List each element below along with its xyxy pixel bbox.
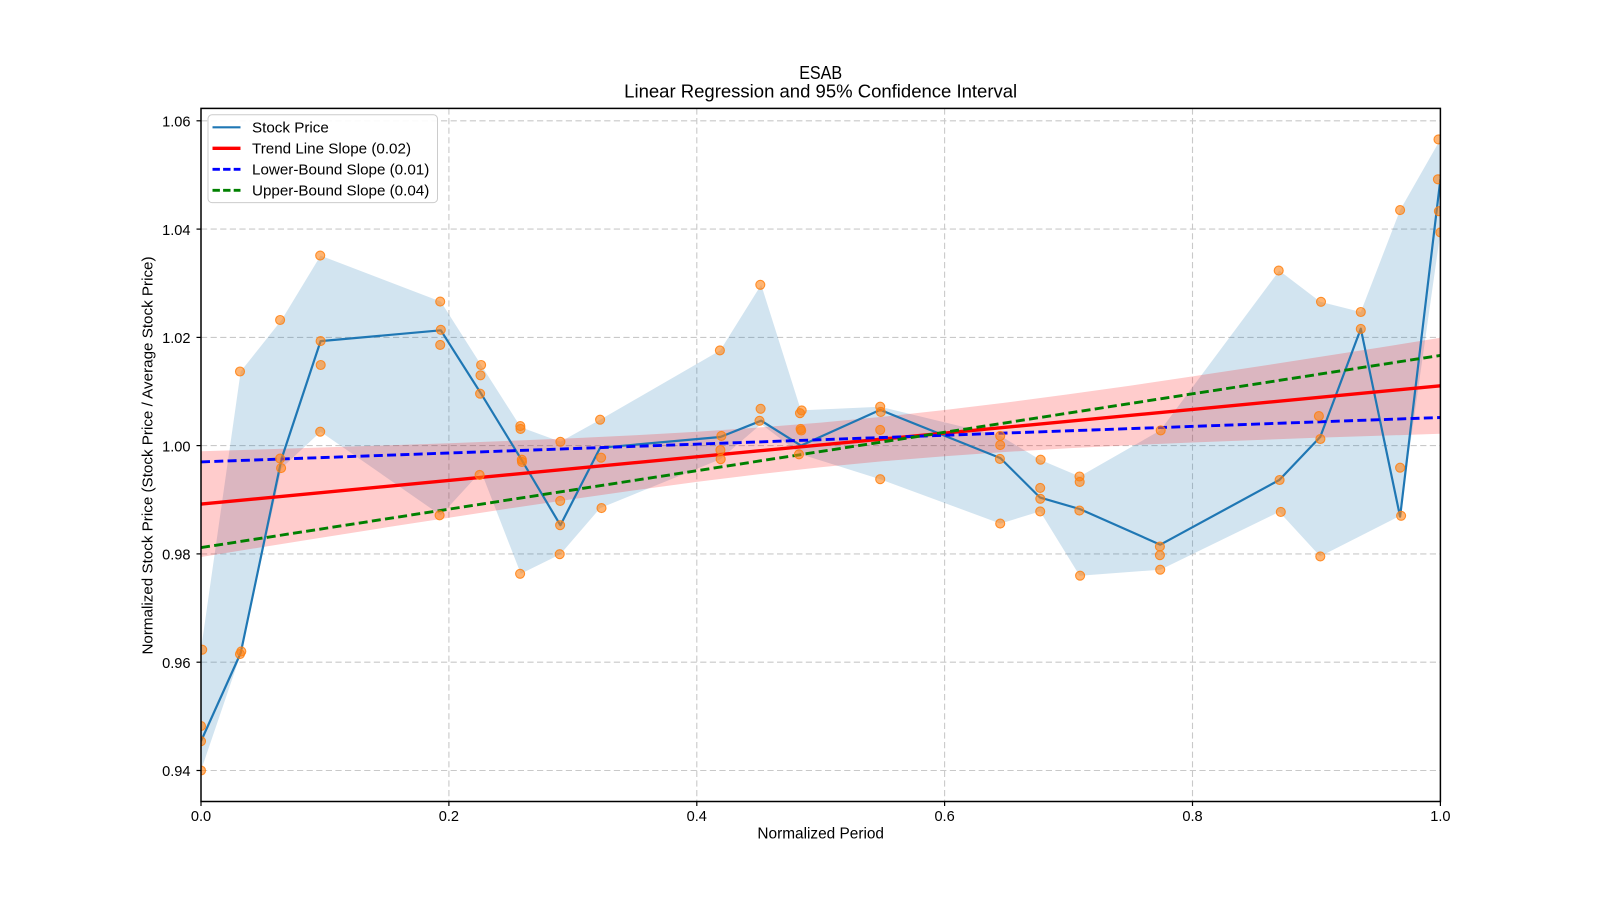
svg-text:Linear Regression and 95% Conf: Linear Regression and 95% Confidence Int… bbox=[624, 82, 1017, 102]
svg-text:0.94: 0.94 bbox=[162, 764, 190, 780]
svg-text:0.8: 0.8 bbox=[1182, 809, 1202, 825]
svg-text:1.0: 1.0 bbox=[1430, 809, 1450, 825]
svg-text:0.98: 0.98 bbox=[162, 548, 190, 564]
svg-text:Normalized Period: Normalized Period bbox=[757, 826, 884, 843]
svg-text:1.02: 1.02 bbox=[162, 331, 190, 347]
svg-text:1.06: 1.06 bbox=[162, 115, 190, 131]
svg-text:1.00: 1.00 bbox=[162, 439, 190, 455]
svg-text:0.96: 0.96 bbox=[162, 656, 190, 672]
svg-text:0.6: 0.6 bbox=[934, 809, 954, 825]
svg-text:Upper-Bound Slope (0.04): Upper-Bound Slope (0.04) bbox=[252, 182, 429, 199]
svg-text:0.2: 0.2 bbox=[439, 809, 459, 825]
svg-text:0.0: 0.0 bbox=[191, 809, 211, 825]
svg-text:Stock Price: Stock Price bbox=[252, 119, 329, 136]
svg-text:Trend Line Slope (0.02): Trend Line Slope (0.02) bbox=[252, 140, 411, 157]
svg-text:Lower-Bound Slope (0.01): Lower-Bound Slope (0.01) bbox=[252, 161, 429, 178]
svg-text:ESAB: ESAB bbox=[799, 63, 842, 83]
svg-text:Normalized Stock Price (Stock: Normalized Stock Price (Stock Price / Av… bbox=[140, 256, 157, 654]
svg-text:0.4: 0.4 bbox=[687, 809, 707, 825]
svg-text:1.04: 1.04 bbox=[162, 223, 190, 239]
